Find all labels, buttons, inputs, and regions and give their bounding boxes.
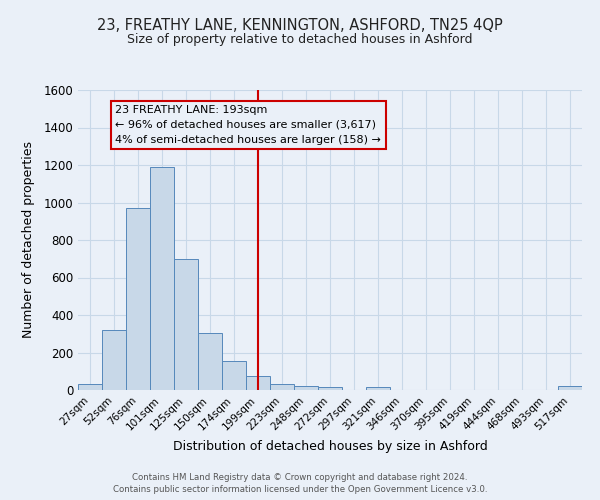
Bar	[198, 333, 222, 390]
Bar	[126, 208, 150, 390]
Bar	[150, 167, 174, 390]
Bar	[222, 361, 246, 390]
Bar	[318, 387, 342, 390]
Bar	[174, 259, 198, 390]
Bar	[294, 386, 318, 390]
Bar	[366, 387, 390, 390]
X-axis label: Distribution of detached houses by size in Ashford: Distribution of detached houses by size …	[173, 440, 487, 453]
Text: Size of property relative to detached houses in Ashford: Size of property relative to detached ho…	[127, 32, 473, 46]
Bar	[102, 330, 126, 390]
Text: Contains HM Land Registry data © Crown copyright and database right 2024.: Contains HM Land Registry data © Crown c…	[132, 472, 468, 482]
Bar	[270, 384, 294, 390]
Text: 23 FREATHY LANE: 193sqm
← 96% of detached houses are smaller (3,617)
4% of semi-: 23 FREATHY LANE: 193sqm ← 96% of detache…	[115, 105, 381, 144]
Y-axis label: Number of detached properties: Number of detached properties	[22, 142, 35, 338]
Bar	[78, 384, 102, 390]
Text: Contains public sector information licensed under the Open Government Licence v3: Contains public sector information licen…	[113, 485, 487, 494]
Bar	[246, 376, 270, 390]
Bar	[558, 386, 582, 390]
Text: 23, FREATHY LANE, KENNINGTON, ASHFORD, TN25 4QP: 23, FREATHY LANE, KENNINGTON, ASHFORD, T…	[97, 18, 503, 32]
